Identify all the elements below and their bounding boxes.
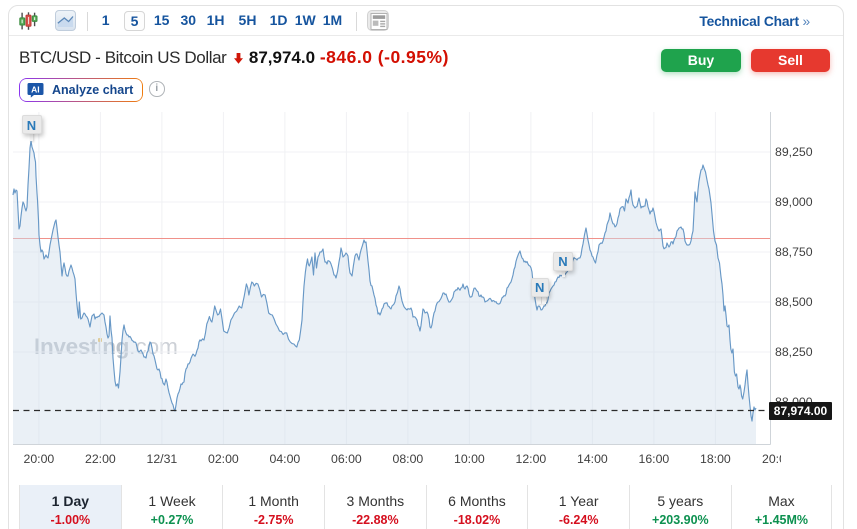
svg-text:AI: AI (31, 85, 40, 95)
